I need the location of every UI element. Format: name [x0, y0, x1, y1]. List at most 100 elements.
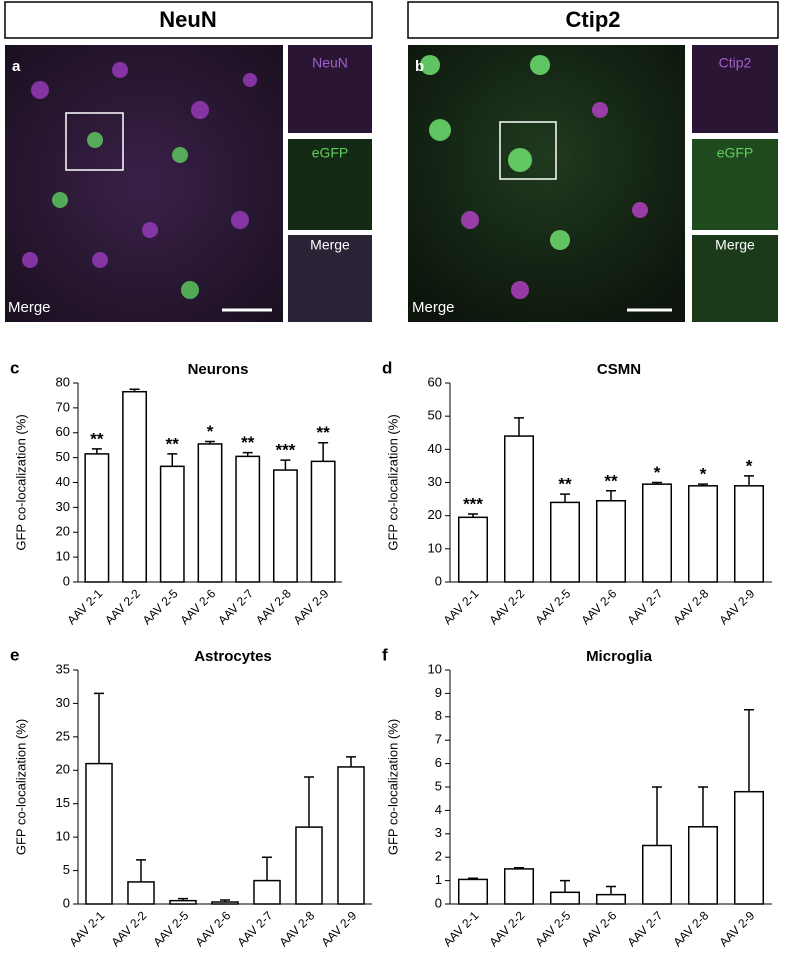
chart-title: Neurons [188, 361, 249, 378]
x-tick-label: AAV 2-2 [486, 908, 527, 949]
inset [692, 45, 778, 133]
error-bar [698, 483, 708, 486]
x-tick-label: AAV 2-6 [177, 586, 218, 627]
y-tick-label: 5 [435, 778, 442, 793]
significance-label: * [207, 422, 214, 441]
significance-label: * [700, 465, 707, 484]
inset-box [499, 121, 557, 180]
bar [159, 465, 185, 583]
x-tick-label: AAV 2-8 [276, 908, 317, 949]
panel-letter: d [382, 358, 392, 377]
y-axis-label: GFP co-localization (%) [13, 414, 28, 550]
x-tick-label: AAV 2-6 [578, 908, 619, 949]
y-tick-label: 60 [428, 374, 442, 389]
significance-label: * [746, 456, 753, 475]
error-bar [220, 899, 230, 902]
error-bar [606, 885, 616, 895]
y-tick-label: 30 [56, 695, 70, 710]
error-bar [178, 897, 188, 901]
x-tick-label: AAV 2-1 [440, 586, 481, 627]
error-bar [129, 388, 140, 392]
error-bar [242, 451, 253, 457]
x-tick-label: AAV 2-2 [102, 586, 143, 627]
y-tick-label: 60 [56, 424, 70, 439]
chart-title: Astrocytes [194, 648, 272, 665]
significance-label: ** [166, 434, 180, 453]
error-bar [652, 481, 662, 485]
micrograph [5, 45, 283, 322]
significance-label: ** [90, 429, 104, 448]
y-tick-label: 10 [428, 540, 442, 555]
bar [337, 766, 365, 905]
y-tick-label: 8 [435, 708, 442, 723]
bar [84, 453, 110, 583]
bar [310, 460, 336, 583]
x-tick-label: AAV 2-7 [234, 908, 275, 949]
y-tick-label: 0 [63, 895, 70, 910]
bar [122, 390, 148, 583]
error-bar [606, 490, 616, 501]
x-tick-label: AAV 2-5 [150, 908, 191, 949]
x-tick-label: AAV 2-9 [318, 908, 359, 949]
bar [641, 844, 673, 905]
y-tick-label: 20 [428, 507, 442, 522]
chart-title: Microglia [586, 648, 653, 665]
cells [420, 55, 648, 299]
header-box [4, 1, 373, 39]
image-label: Merge [8, 299, 51, 316]
bar [595, 893, 627, 905]
significance-label: ** [317, 423, 331, 442]
significance-label: ** [558, 475, 572, 494]
y-tick-label: 80 [56, 374, 70, 389]
error-bar [560, 493, 570, 503]
error-bar [346, 756, 356, 767]
y-tick-label: 20 [56, 762, 70, 777]
panel-letter: a [12, 58, 21, 75]
x-tick-label: AAV 2-7 [624, 908, 665, 949]
error-bar [468, 877, 478, 880]
bar [127, 881, 155, 905]
x-tick-label: AAV 2-8 [253, 586, 294, 627]
header: NeuN [159, 7, 216, 32]
y-tick-label: 0 [435, 895, 442, 910]
y-tick-label: 15 [56, 795, 70, 810]
x-tick-label: AAV 2-7 [215, 586, 256, 627]
y-tick-label: 10 [56, 549, 70, 564]
bar [595, 499, 627, 583]
significance-label: ** [241, 433, 255, 452]
bar [457, 878, 489, 905]
error-bar [514, 417, 524, 437]
y-tick-label: 0 [63, 573, 70, 588]
x-tick-label: AAV 2-6 [578, 586, 619, 627]
bar [457, 516, 489, 583]
x-tick-label: AAV 2-2 [486, 586, 527, 627]
y-tick-label: 35 [56, 661, 70, 676]
y-tick-label: 4 [435, 802, 442, 817]
y-tick-label: 70 [56, 399, 70, 414]
y-axis-label: GFP co-localization (%) [13, 719, 28, 855]
y-tick-label: 9 [435, 685, 442, 700]
error-bar [167, 453, 178, 467]
bar [503, 868, 535, 905]
error-bar [280, 459, 291, 471]
panel-letter: b [415, 58, 424, 75]
bar [235, 455, 261, 583]
inset-label: eGFP [717, 145, 754, 161]
error-bar [744, 709, 754, 792]
error-bar [514, 866, 524, 869]
chart-title: CSMN [597, 361, 641, 378]
significance-label: *** [275, 441, 295, 460]
bar [733, 485, 765, 583]
y-tick-label: 2 [435, 849, 442, 864]
bar [272, 469, 298, 583]
bar [687, 485, 719, 583]
x-tick-label: AAV 2-9 [716, 908, 757, 949]
x-tick-label: AAV 2-9 [716, 586, 757, 627]
inset [288, 139, 372, 230]
error-bar [468, 513, 478, 518]
significance-label: * [654, 463, 661, 482]
x-tick-label: AAV 2-1 [64, 586, 105, 627]
error-bar [262, 856, 272, 881]
x-tick-label: AAV 2-9 [291, 586, 332, 627]
